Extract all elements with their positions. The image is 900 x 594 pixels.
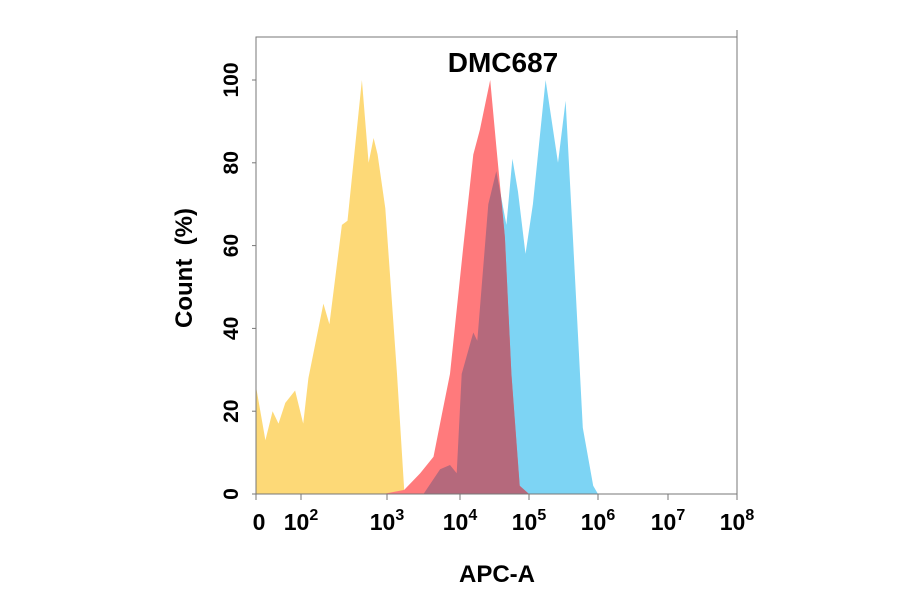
x-axis-label: APC-A [459,561,535,588]
y-tick-label: 60 [220,234,243,257]
y-axis-label: Count (%) [171,208,198,328]
y-tick-label: 80 [220,151,243,174]
histogram-yellow [256,80,407,494]
x-tick-label: 104 [443,507,478,535]
x-tick-label: 106 [581,507,616,535]
chart-title: DMC687 [448,47,558,78]
x-tick-label: 102 [284,507,319,535]
x-tick-label: 107 [651,507,686,535]
y-tick-label: 40 [220,317,243,340]
y-tick-label: 100 [220,62,243,97]
x-tick-label: 105 [512,507,547,535]
x-tick-label: 108 [720,507,755,535]
y-tick-label: 20 [220,400,243,423]
y-tick-label: 0 [220,488,243,500]
x-tick-label: 0 [253,509,266,535]
x-tick-label: 103 [370,507,405,535]
plot-frame [255,36,738,495]
